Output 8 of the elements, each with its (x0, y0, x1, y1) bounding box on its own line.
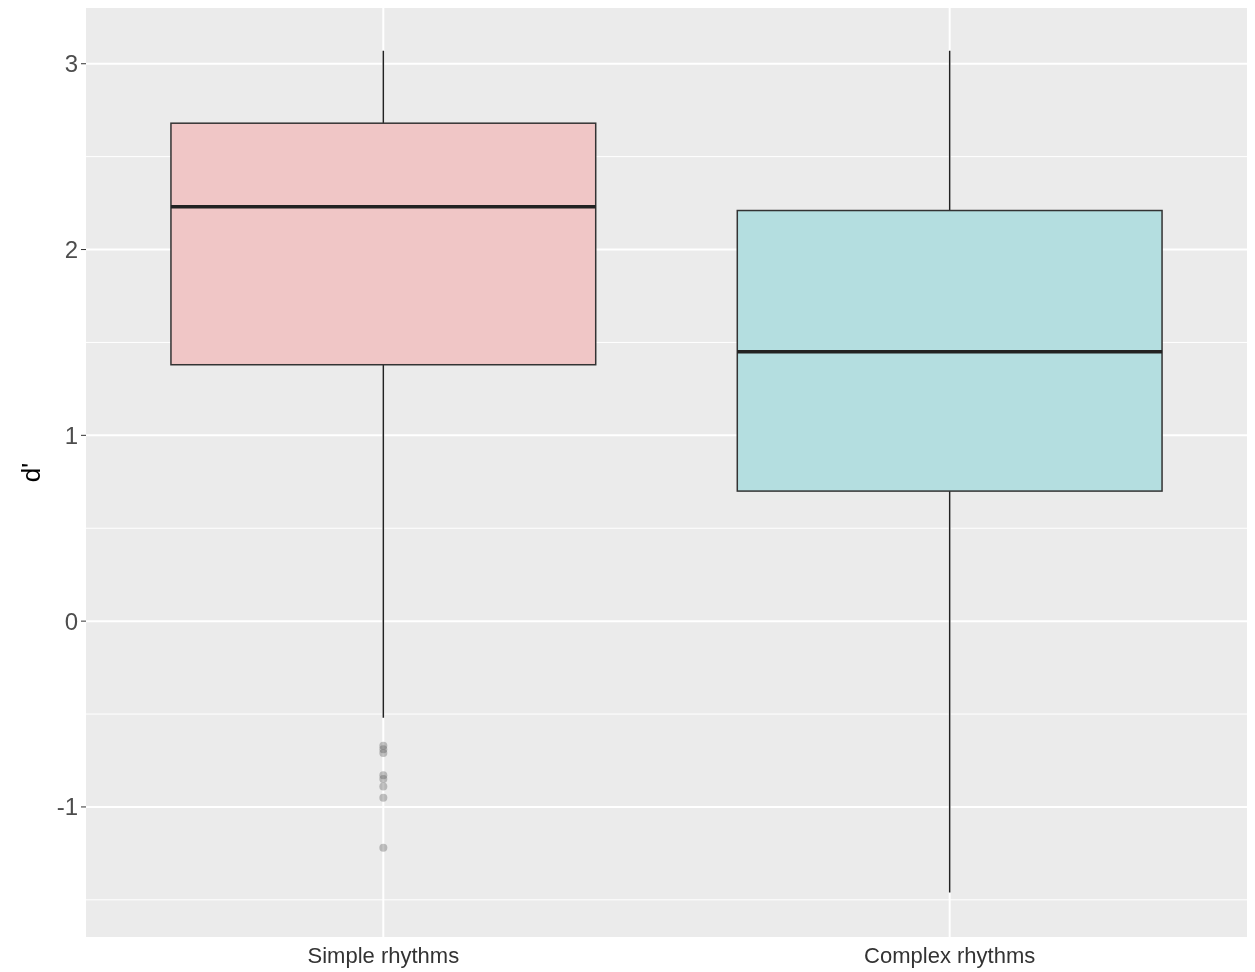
y-tick-label: -1 (56, 793, 78, 821)
x-tick-label: Complex rhythms (864, 943, 1036, 968)
y-tick-label: 1 (64, 421, 78, 449)
y-axis-title: d' (16, 462, 46, 483)
x-tick-label: Simple rhythms (307, 943, 460, 968)
y-tick-label: 0 (64, 607, 78, 635)
y-tick-label: 2 (64, 235, 78, 263)
y-tick-label: 3 (64, 50, 78, 78)
